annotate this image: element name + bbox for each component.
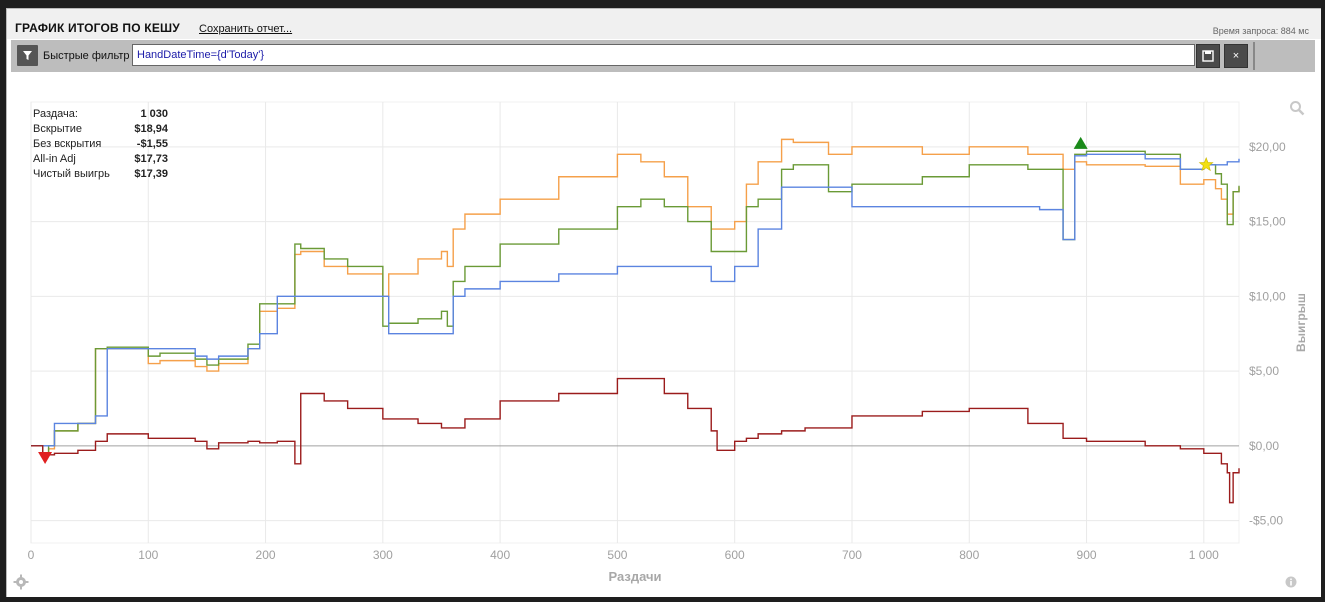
floppy-icon: [1202, 50, 1214, 62]
chart-area: 0 100 200 300 400 500 600 700 800 900 1 000 -$5,00 $…: [7, 84, 1321, 597]
x-axis-label: Раздачи: [608, 569, 661, 584]
y-tick-label: $0,00: [1249, 439, 1279, 453]
stat-value: 1 030: [140, 108, 168, 120]
stat-value: -$1,55: [136, 138, 168, 150]
x-tick-label: 0: [28, 548, 35, 562]
x-tick-label: 1 000: [1189, 548, 1219, 562]
filter-button[interactable]: [17, 45, 38, 66]
star-marker: [1198, 156, 1214, 172]
quick-filter-label: Быстрые фильтр: [43, 50, 130, 62]
report-title: ГРАФИК ИТОГОВ ПО КЕШУ: [15, 21, 180, 35]
cash-results-chart: 0 100 200 300 400 500 600 700 800 900 1 000 -$5,00 $…: [28, 101, 1308, 584]
stat-label: Вскрытие: [33, 123, 82, 135]
save-filter-button[interactable]: [1196, 44, 1220, 68]
report-header: ГРАФИК ИТОГОВ ПО КЕШУ Сохранить отчет...…: [7, 9, 1321, 39]
quick-filter-input[interactable]: [132, 44, 1195, 66]
stat-value: $17,73: [134, 153, 168, 165]
y-tick-label: $15,00: [1249, 215, 1286, 229]
stat-row: All-in Adj $17,73: [33, 153, 168, 168]
stat-row: Чистый выигрь $17,39: [33, 168, 168, 183]
quick-filter-bar: Быстрые фильтр ×: [11, 40, 1315, 72]
stat-row: Вскрытие $18,94: [33, 123, 168, 138]
x-tick-label: 500: [607, 548, 627, 562]
stat-row: Раздача: 1 030: [33, 108, 168, 123]
stat-label: Чистый выигрь: [33, 168, 110, 180]
save-report-link[interactable]: Сохранить отчет...: [199, 23, 293, 35]
series-line-orange: [31, 138, 1240, 455]
stat-value: $17,39: [134, 168, 168, 180]
info-icon[interactable]: [1285, 576, 1297, 588]
series-line-red: [31, 377, 1240, 504]
x-tick-label: 400: [490, 548, 510, 562]
x-tick-label: 800: [959, 548, 979, 562]
stat-label: All-in Adj: [33, 153, 76, 165]
x-tick-label: 600: [725, 548, 745, 562]
y-tick-label: $5,00: [1249, 364, 1279, 378]
stats-table: Раздача: 1 030 Вскрытие $18,94 Без вскры…: [33, 108, 168, 183]
high-point-marker: [1073, 136, 1088, 149]
stat-label: Раздача:: [33, 108, 78, 120]
stat-label: Без вскрытия: [33, 138, 102, 150]
x-tick-label: 900: [1077, 548, 1097, 562]
plot-background: [30, 101, 1240, 544]
report-panel: ГРАФИК ИТОГОВ ПО КЕШУ Сохранить отчет...…: [6, 8, 1321, 597]
y-tick-label: -$5,00: [1249, 514, 1283, 528]
x-tick-label: 100: [138, 548, 158, 562]
y-tick-label: $20,00: [1249, 140, 1286, 154]
zoom-icon[interactable]: [1289, 100, 1305, 116]
low-point-marker: [38, 452, 53, 465]
x-tick-label: 200: [256, 548, 276, 562]
stat-row: Без вскрытия -$1,55: [33, 138, 168, 153]
x-tick-label: 700: [842, 548, 862, 562]
toolbar-divider: [1253, 42, 1255, 70]
funnel-icon: [23, 51, 32, 60]
series-line-blue: [31, 153, 1240, 447]
x-tick-label: 300: [373, 548, 393, 562]
gear-icon[interactable]: [13, 574, 29, 590]
stat-value: $18,94: [134, 123, 168, 135]
clear-filter-button[interactable]: ×: [1224, 44, 1248, 68]
y-tick-label: $10,00: [1249, 289, 1286, 303]
request-time: Время запроса: 884 мс: [1212, 26, 1309, 36]
y-axis-label: Выигрыш: [1294, 293, 1308, 352]
